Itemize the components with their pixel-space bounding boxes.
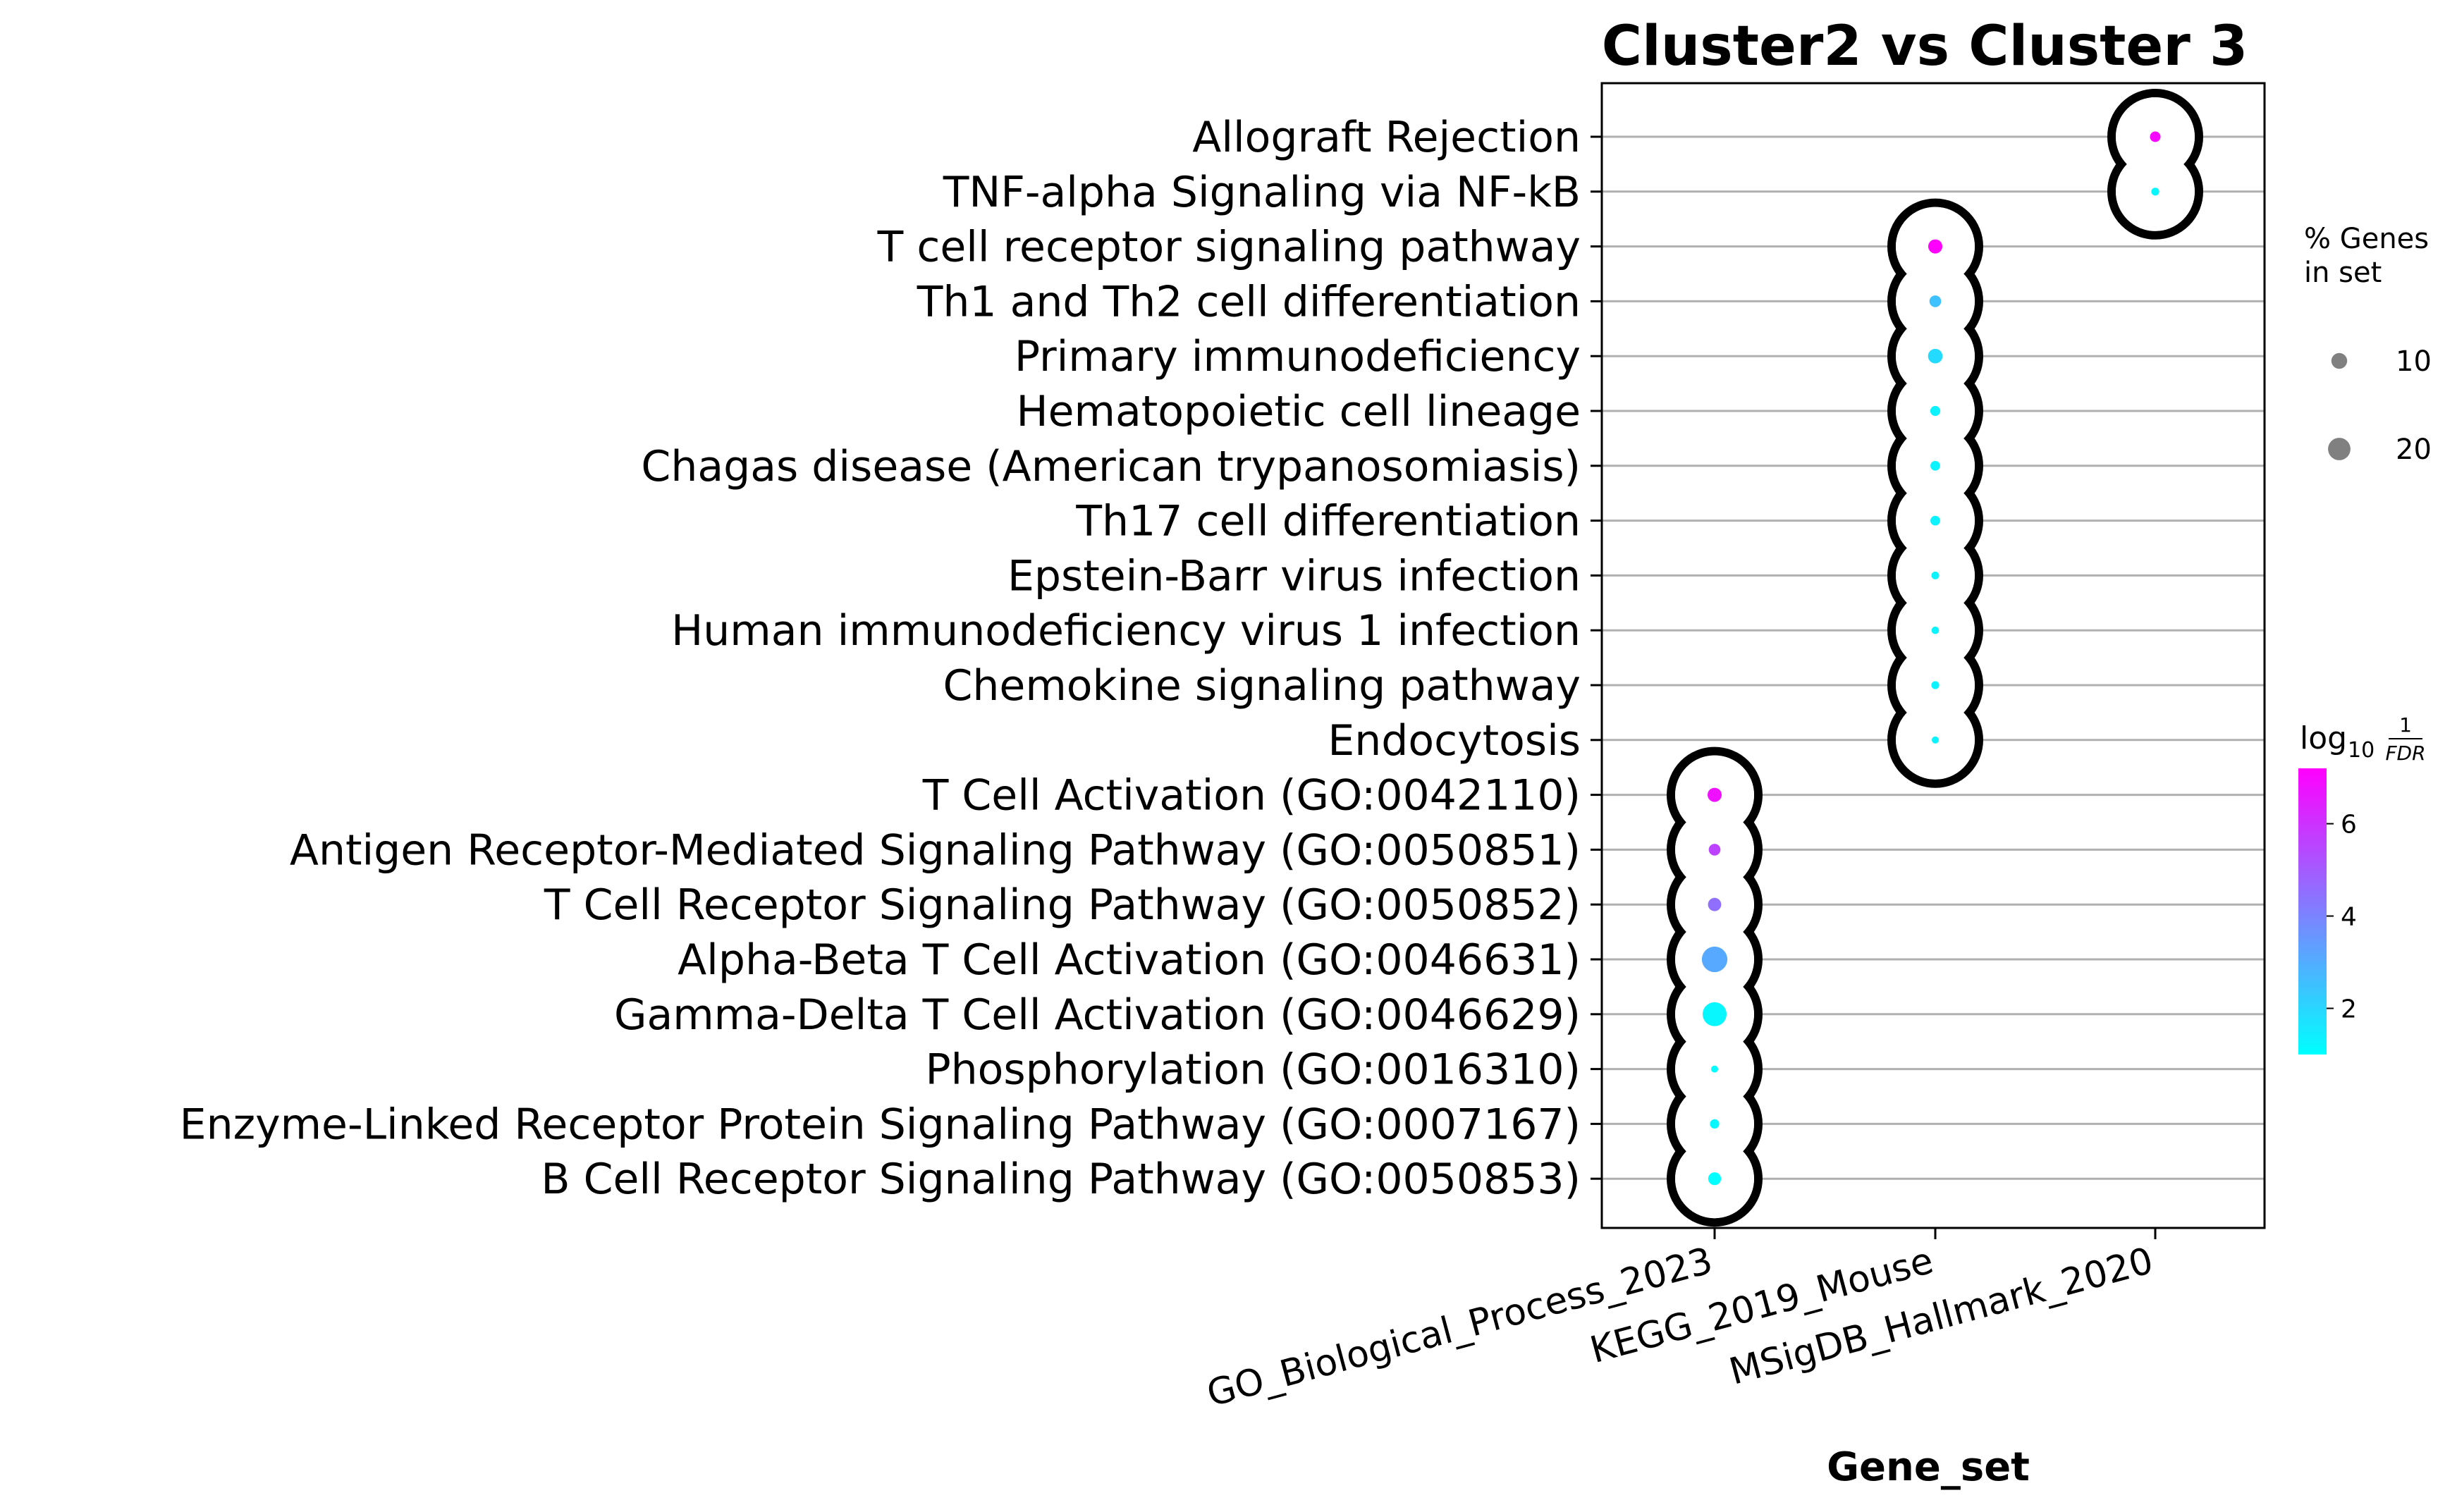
colorbar-title: log xyxy=(2300,720,2347,756)
plot-area-frame xyxy=(1600,82,2266,1229)
y-tick-label: Antigen Receptor-Mediated Signaling Path… xyxy=(290,825,1581,875)
size-legend-label: 20 xyxy=(2396,434,2432,466)
y-tick-label: Gamma-Delta T Cell Activation (GO:004662… xyxy=(614,990,1581,1040)
chart-title: Cluster2 vs Cluster 3 xyxy=(1602,15,2248,78)
data-point xyxy=(1708,787,1722,802)
y-tick-label: Th17 cell differentiation xyxy=(1075,497,1581,546)
colorbar-tick-label: 4 xyxy=(2341,903,2357,932)
x-axis: GO_Biological_Process_2023KEGG_2019_Mous… xyxy=(1203,1228,2157,1415)
data-point xyxy=(1929,295,1942,307)
group-outlines xyxy=(1667,89,2203,1227)
data-point xyxy=(1931,626,1940,634)
y-tick-label: Th1 and Th2 cell differentiation xyxy=(917,277,1581,326)
y-tick-label: Human immunodeficiency virus 1 infection xyxy=(671,606,1581,656)
y-tick-label: T cell receptor signaling pathway xyxy=(877,223,1581,272)
y-tick-label: Endocytosis xyxy=(1328,716,1581,766)
size-legend-title: % Genes xyxy=(2304,223,2429,255)
data-point xyxy=(1928,348,1943,364)
gridlines xyxy=(1602,135,2265,1180)
y-tick-label: TNF-alpha Signaling via NF-kB xyxy=(943,168,1581,217)
y-tick-label: Chagas disease (American trypanosomiasis… xyxy=(641,442,1581,491)
y-tick-label: Enzyme-Linked Receptor Protein Signaling… xyxy=(180,1100,1581,1149)
data-points xyxy=(1701,131,2161,1186)
y-axis: Allograft Rejection TNF-alpha Signaling v… xyxy=(180,113,1602,1204)
y-tick-label: B Cell Receptor Signaling Pathway (GO:00… xyxy=(541,1155,1581,1204)
y-tick-label: Primary immunodeficiency xyxy=(1015,332,1581,381)
y-tick-label: Allograft Rejection xyxy=(1192,113,1581,162)
colorbar-title-numerator: 1 xyxy=(2399,713,2412,737)
y-tick-label: T Cell Activation (GO:0042110) xyxy=(922,771,1581,820)
data-point xyxy=(1710,1119,1720,1129)
size-legend-title: in set xyxy=(2304,257,2382,289)
data-point xyxy=(1701,946,1728,973)
data-point xyxy=(1930,515,1940,526)
colorbar-title-subscript: 10 xyxy=(2348,738,2375,763)
data-point xyxy=(1931,681,1940,689)
data-point xyxy=(1708,897,1722,911)
y-tick-label: Chemokine signaling pathway xyxy=(943,661,1581,711)
data-point xyxy=(2150,131,2161,142)
data-point xyxy=(1930,405,1941,417)
colorbar-tick-label: 2 xyxy=(2341,995,2357,1024)
x-axis-label: Gene_set xyxy=(1827,1444,2030,1490)
size-legend-label: 10 xyxy=(2396,345,2432,378)
size-legend-marker xyxy=(2331,352,2348,369)
colorbar-gradient xyxy=(2298,768,2327,1055)
data-point xyxy=(2151,188,2159,196)
data-point xyxy=(1932,736,1939,744)
y-tick-label: T Cell Receptor Signaling Pathway (GO:00… xyxy=(544,880,1581,930)
data-point xyxy=(1708,844,1721,856)
colorbar-title-denominator: FDR xyxy=(2385,742,2425,765)
size-legend-marker xyxy=(2328,438,2351,460)
data-point xyxy=(1703,1002,1727,1026)
data-point xyxy=(1711,1065,1718,1073)
colorbar-tick-label: 6 xyxy=(2341,811,2357,840)
data-point xyxy=(1928,239,1942,254)
data-point xyxy=(1930,460,1940,471)
colorbar-legend: 2 4 6 log 10 1 FDR xyxy=(2298,713,2426,1055)
y-tick-label: Epstein-Barr virus infection xyxy=(1007,551,1581,601)
data-point xyxy=(1708,1172,1722,1186)
y-tick-label: Alpha-Beta T Cell Activation (GO:0046631… xyxy=(678,935,1581,985)
data-point xyxy=(1931,571,1940,579)
y-tick-label: Phosphorylation (GO:0016310) xyxy=(925,1045,1581,1095)
y-tick-label: Hematopoietic cell lineage xyxy=(1017,387,1581,436)
